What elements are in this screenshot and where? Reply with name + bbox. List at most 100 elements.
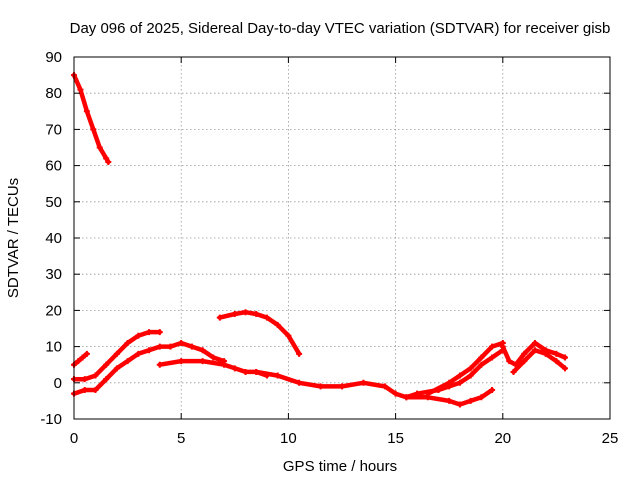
data-point [199, 358, 206, 365]
y-axis-label: SDTVAR / TECUs [5, 178, 22, 298]
data-point [435, 387, 442, 394]
data-point [478, 394, 485, 401]
data-point [467, 365, 474, 372]
data-point [542, 350, 549, 357]
x-tick-label: 0 [70, 430, 78, 447]
data-point [210, 354, 217, 361]
data-point [553, 358, 560, 365]
data-point [135, 332, 142, 339]
data-point [92, 372, 99, 379]
series-track-12 [510, 347, 568, 375]
data-point [274, 321, 281, 328]
series-line [71, 351, 90, 367]
data-point [231, 365, 238, 372]
data-point [531, 339, 538, 346]
data-point [339, 383, 345, 390]
data-point [360, 379, 367, 386]
series-track-5 [156, 358, 270, 379]
series-track-6 [216, 309, 303, 357]
x-tick-label: 25 [602, 430, 619, 447]
data-point [467, 397, 474, 404]
y-tick-label: 90 [45, 49, 62, 66]
y-tick-label: 70 [45, 121, 62, 138]
data-point [81, 387, 88, 394]
data-point [156, 343, 163, 350]
data-point [296, 350, 303, 357]
series-track-9 [424, 339, 506, 397]
data-point [77, 86, 84, 93]
series-track-10 [435, 347, 506, 394]
data-point [242, 309, 249, 316]
data-point [105, 158, 112, 165]
data-point [113, 365, 120, 372]
y-tick-label: 40 [45, 230, 62, 247]
x-axis-label: GPS time / hours [283, 458, 397, 475]
series-line [425, 340, 506, 396]
data-point [178, 358, 185, 365]
data-point [96, 144, 103, 151]
series-group [71, 72, 568, 408]
data-point [199, 347, 206, 354]
data-point [103, 361, 110, 368]
y-tick-label: 0 [54, 375, 62, 392]
data-point [167, 343, 174, 350]
data-point [83, 350, 90, 357]
data-point [506, 358, 513, 365]
grid [74, 57, 610, 419]
data-point [392, 390, 399, 397]
y-tick-label: 20 [45, 302, 62, 319]
data-point [79, 354, 86, 361]
y-tick-label: 60 [45, 158, 62, 175]
data-point [90, 126, 97, 133]
data-point [113, 350, 120, 357]
data-point [103, 155, 110, 162]
data-point [253, 368, 260, 375]
data-point [531, 347, 538, 354]
data-point [446, 383, 453, 390]
data-point [231, 311, 238, 318]
data-point [521, 350, 528, 357]
series-line [157, 358, 270, 378]
x-tick-label: 10 [280, 430, 297, 447]
x-tick-label: 15 [387, 430, 404, 447]
data-point [489, 343, 496, 350]
data-point [92, 387, 99, 394]
y-tick-label: 80 [45, 85, 62, 102]
data-point [75, 358, 82, 365]
data-point [403, 394, 410, 401]
data-point [156, 329, 163, 336]
series-line [217, 309, 302, 357]
data-point [188, 343, 195, 350]
data-point [135, 350, 142, 357]
data-point [296, 379, 303, 386]
data-point [467, 372, 474, 379]
series-line [511, 347, 568, 375]
x-tick-label: 20 [494, 430, 511, 447]
y-tick-label: 10 [45, 339, 62, 356]
data-point [456, 379, 463, 386]
data-point [489, 387, 496, 394]
data-point [146, 329, 153, 336]
series-track-3 [71, 329, 163, 383]
series-line [71, 72, 111, 165]
data-point [561, 365, 568, 372]
data-point [553, 350, 560, 357]
data-point [263, 314, 270, 321]
data-point [216, 314, 223, 321]
data-point [221, 361, 228, 368]
y-tick-label: 50 [45, 194, 62, 211]
data-point [124, 339, 131, 346]
data-point [499, 343, 506, 350]
data-point [156, 361, 163, 368]
data-point [510, 368, 517, 375]
data-point [478, 354, 485, 361]
y-tick-label: -10 [40, 411, 62, 428]
y-ticks: -10 0 10 20 30 40 50 60 70 80 90 [40, 49, 610, 428]
x-ticks: 0 5 10 15 20 25 [70, 57, 619, 447]
data-point [103, 376, 110, 383]
data-point [274, 372, 281, 379]
data-point [253, 311, 260, 318]
series-track-2 [71, 350, 90, 368]
data-point [456, 372, 463, 379]
